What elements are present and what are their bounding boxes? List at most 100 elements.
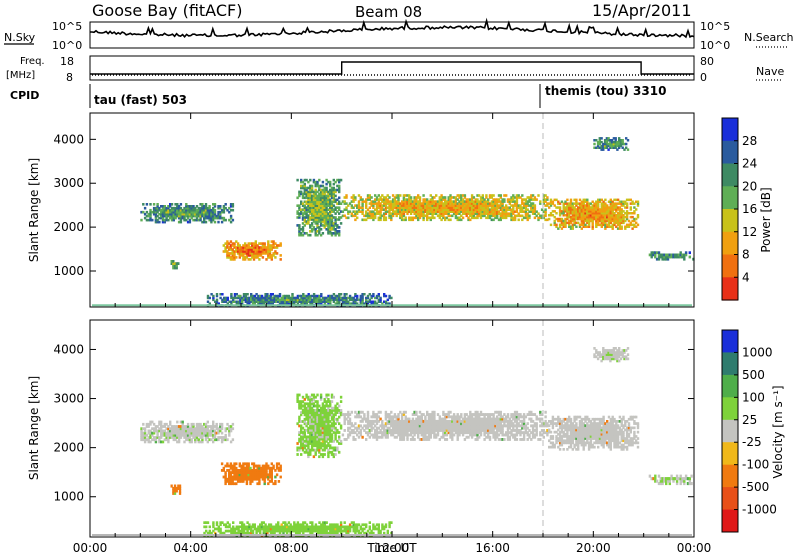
echo-cell [309, 192, 312, 196]
echo-cell [492, 204, 495, 207]
echo-cell [181, 425, 184, 428]
echo-cell [220, 422, 224, 426]
echo-cell [343, 293, 346, 296]
echo-cell [307, 422, 310, 426]
echo-cell [449, 200, 452, 203]
echo-cell [305, 406, 308, 410]
echo-cell [316, 204, 319, 207]
echo-cell [513, 204, 517, 207]
echo-cell [375, 302, 379, 305]
echo-cell [612, 137, 616, 140]
echo-cell [238, 256, 241, 259]
echo-cell [332, 226, 335, 229]
echo-cell [152, 212, 156, 216]
echo-cell [499, 194, 502, 197]
echo-cell [553, 221, 556, 225]
echo-cell [301, 222, 305, 225]
echo-cell [325, 428, 328, 432]
echo-cell [339, 426, 343, 430]
echo-cell [456, 216, 459, 220]
echo-cell [472, 212, 476, 215]
echo-cell [368, 216, 371, 220]
echo-cell [411, 417, 415, 421]
echo-cell [194, 427, 197, 431]
echo-cell [348, 431, 352, 435]
echo-cell [413, 204, 416, 207]
echo-cell [606, 204, 609, 207]
echo-cell [307, 200, 310, 204]
echo-cell [447, 202, 450, 205]
echo-cell [675, 253, 679, 257]
echo-cell [510, 210, 513, 213]
echo-cell [456, 206, 459, 209]
echo-cell [600, 140, 603, 144]
echo-cell [415, 422, 418, 426]
echo-cell [605, 142, 609, 146]
echo-cell [339, 298, 343, 302]
echo-cell [220, 216, 224, 220]
echo-cell [515, 208, 519, 211]
echo-cell [307, 455, 310, 459]
echo-cell [531, 198, 535, 201]
echo-cell [264, 293, 267, 296]
echo-cell [456, 431, 459, 435]
echo-cell [231, 422, 235, 426]
echo-cell [418, 419, 422, 423]
echo-cell [445, 415, 449, 419]
echo-cell [481, 198, 484, 201]
echo-cell [244, 296, 247, 300]
echo-cell [399, 435, 402, 439]
echo-cell [577, 206, 580, 209]
echo-cell [185, 429, 188, 433]
echo-cell [444, 198, 447, 201]
echo-cell [338, 180, 341, 184]
echo-cell [472, 208, 476, 211]
echo-cell [418, 422, 422, 426]
echo-cell [391, 212, 395, 215]
echo-cell [190, 208, 193, 212]
echo-cell [426, 204, 429, 207]
echo-cell [208, 208, 211, 212]
echo-cell [402, 200, 406, 203]
echo-cell [309, 450, 312, 454]
echo-cell [305, 220, 308, 223]
nsky-label: N.Sky [4, 31, 36, 44]
echo-cell [424, 415, 427, 419]
echo-cell [222, 436, 226, 439]
echo-cell [307, 298, 310, 302]
echo-cell [298, 224, 301, 227]
echo-cell [251, 298, 255, 302]
echo-cell [228, 431, 231, 435]
echo-cell [261, 469, 265, 472]
echo-cell [386, 200, 389, 203]
echo-cell [247, 254, 250, 257]
echo-cell [375, 417, 379, 421]
echo-cell [329, 424, 332, 428]
echo-cell [393, 200, 397, 203]
echo-cell [485, 424, 488, 428]
echo-cell [213, 429, 217, 433]
echo-cell [293, 298, 296, 302]
echo-cell [339, 442, 343, 445]
echo-cell [363, 424, 366, 428]
echo-cell [397, 433, 400, 437]
echo-cell [273, 298, 276, 302]
echo-cell [316, 233, 319, 237]
echo-cell [256, 252, 259, 255]
echo-cell [256, 464, 259, 468]
echo-cell [472, 202, 476, 205]
echo-cell [402, 433, 406, 437]
echo-cell [535, 214, 538, 218]
echo-cell [415, 204, 418, 207]
echo-cell [325, 433, 328, 437]
echo-cell [265, 471, 268, 474]
echo-cell [688, 251, 691, 255]
echo-cell [350, 196, 353, 199]
echo-cell [334, 431, 337, 434]
echo-cell [330, 395, 334, 399]
echo-cell [440, 200, 443, 203]
echo-cell [390, 296, 393, 300]
echo-cell [330, 222, 334, 225]
echo-cell [280, 296, 283, 300]
echo-cell [327, 216, 330, 219]
